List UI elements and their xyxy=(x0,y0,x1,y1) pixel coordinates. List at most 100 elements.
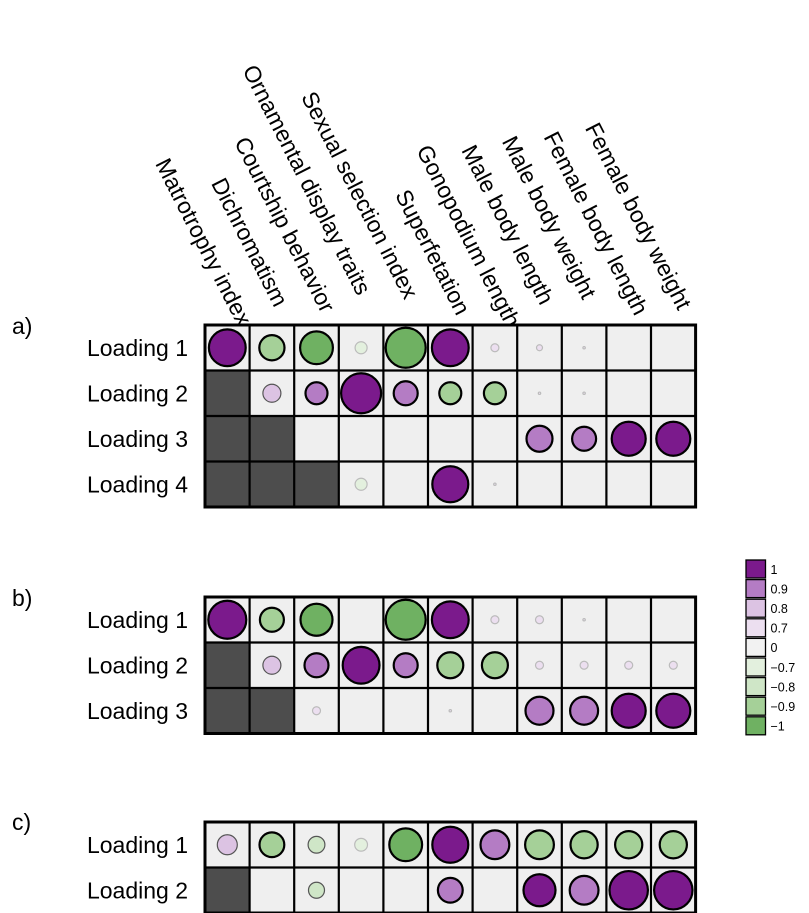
negative-loading-dot xyxy=(436,651,465,680)
positive-loading-dot xyxy=(430,328,470,368)
positive-loading-dot xyxy=(668,660,678,670)
heatmap-cell xyxy=(651,325,696,371)
heatmap-panels: a) Loading 1 Loading 2 Loading 3 Loading 4 b)… xyxy=(12,313,698,913)
panel: b) Loading 1 Loading 2 Loading 3 xyxy=(12,585,698,735)
negative-loading-dot xyxy=(523,829,555,861)
heatmap-cell xyxy=(383,867,428,913)
legend-swatch xyxy=(745,618,767,638)
masked-cell xyxy=(205,867,250,913)
positive-loading-dot xyxy=(610,420,647,457)
color-legend: 1 0.9 0.8 0.7 0 −0.7 −0.8 −0.9 −1 xyxy=(745,559,796,736)
positive-loading-dot xyxy=(448,708,453,713)
positive-loading-dot xyxy=(479,829,511,861)
heatmap-cell xyxy=(428,416,473,462)
positive-loading-dot xyxy=(582,345,586,350)
masked-cell xyxy=(205,642,250,688)
positive-loading-dot xyxy=(303,652,330,679)
heatmap-cell xyxy=(651,597,696,643)
positive-loading-dot xyxy=(436,876,464,904)
negative-loading-dot xyxy=(482,381,507,406)
heatmap-cell xyxy=(651,461,696,507)
positive-loading-dot xyxy=(534,615,545,625)
panel: a) Loading 1 Loading 2 Loading 3 Loading 4 xyxy=(12,313,698,509)
positive-loading-dot xyxy=(392,652,419,679)
negative-loading-dot xyxy=(388,827,424,863)
row-label: Loading 1 xyxy=(87,607,188,633)
heatmap-cell xyxy=(383,688,428,734)
negative-loading-dot xyxy=(258,334,286,362)
legend-label: −0.7 xyxy=(771,661,796,675)
positive-loading-dot xyxy=(490,343,500,353)
legend-label: 1 xyxy=(771,563,778,577)
negative-loading-dot xyxy=(299,330,335,366)
heatmap-cell xyxy=(338,867,384,913)
row-label: Loading 1 xyxy=(87,832,188,858)
positive-loading-dot xyxy=(624,660,634,670)
heatmap-cell xyxy=(249,867,295,913)
masked-cell xyxy=(205,416,250,462)
positive-loading-dot xyxy=(579,660,589,670)
negative-loading-dot xyxy=(307,881,326,899)
positive-loading-dot xyxy=(582,617,586,622)
row-label: Loading 2 xyxy=(87,380,188,406)
heatmap-cell xyxy=(606,461,651,507)
panel-label: b) xyxy=(12,585,32,611)
negative-loading-dot xyxy=(258,606,285,633)
masked-cell xyxy=(249,416,295,462)
row-label: Loading 1 xyxy=(87,335,188,361)
negative-loading-dot xyxy=(307,835,326,854)
heatmap-cell xyxy=(606,597,651,643)
heatmap-cell xyxy=(383,461,428,507)
positive-loading-dot xyxy=(568,695,600,726)
positive-loading-dot xyxy=(568,874,600,906)
positive-loading-dot xyxy=(430,600,470,640)
panel-label: a) xyxy=(12,313,32,339)
heatmap-cell xyxy=(338,597,384,643)
positive-loading-dot xyxy=(522,873,557,908)
positive-loading-dot xyxy=(610,692,647,729)
panel-border xyxy=(203,595,698,735)
negative-loading-dot xyxy=(658,830,689,860)
positive-loading-dot xyxy=(207,328,247,368)
panel-border xyxy=(203,323,698,509)
negative-loading-dot xyxy=(569,830,599,860)
positive-loading-dot xyxy=(655,420,692,457)
positive-loading-dot xyxy=(537,391,542,396)
positive-loading-dot xyxy=(431,825,470,864)
panel-border xyxy=(203,820,698,913)
heatmap-cell xyxy=(383,416,428,462)
positive-loading-dot xyxy=(524,695,555,726)
negative-loading-dot xyxy=(258,831,286,859)
legend-swatch xyxy=(745,657,767,677)
legend-label: 0.8 xyxy=(771,602,788,616)
positive-loading-dot xyxy=(534,660,545,670)
positive-loading-dot xyxy=(535,344,544,352)
legend-label: −0.9 xyxy=(771,700,796,714)
positive-loading-dot xyxy=(493,482,497,487)
column-headers: Matrotrophy index Dichromatism Courtship… xyxy=(150,60,697,331)
legend-label: −0.8 xyxy=(771,680,796,694)
positive-loading-dot xyxy=(216,834,238,856)
row-label: Loading 2 xyxy=(87,877,188,903)
negative-loading-dot xyxy=(438,381,463,406)
positive-loading-dot xyxy=(525,424,554,453)
masked-cell xyxy=(249,688,295,734)
heatmap-cell xyxy=(517,461,562,507)
positive-loading-dot xyxy=(304,381,329,406)
heatmap-cell xyxy=(338,416,384,462)
positive-loading-dot xyxy=(431,465,470,504)
heatmap-cell xyxy=(294,416,339,462)
positive-loading-dot xyxy=(311,706,322,716)
legend-swatch xyxy=(745,696,767,716)
positive-loading-dot xyxy=(392,380,419,407)
masked-cell xyxy=(294,461,339,507)
row-label: Loading 2 xyxy=(87,652,188,678)
masked-cell xyxy=(249,461,295,507)
legend-label: 0.7 xyxy=(771,622,788,636)
positive-loading-dot xyxy=(490,615,500,625)
legend-swatch xyxy=(745,716,767,736)
negative-loading-dot xyxy=(299,602,334,637)
panel: c) Loading 1 Loading 2 xyxy=(12,809,698,913)
positive-loading-dot xyxy=(262,655,282,675)
